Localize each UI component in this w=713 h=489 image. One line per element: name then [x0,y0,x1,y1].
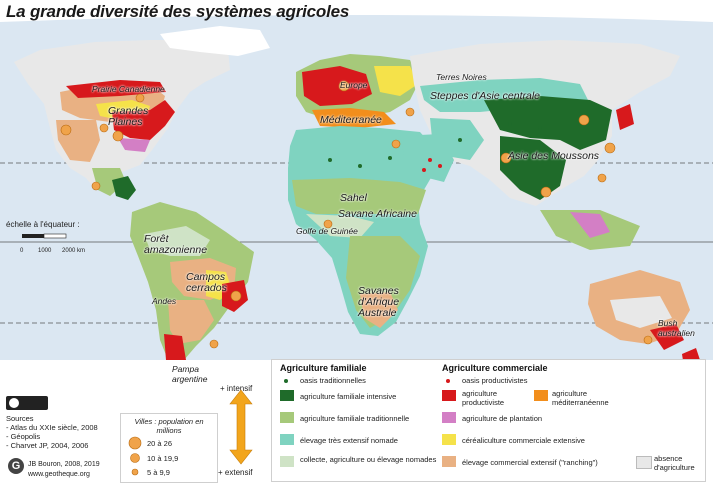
legend-intensive: agriculture familiale intensive [300,392,397,401]
collecte-swatch [280,456,294,467]
label-bush-australien: Bush australien [658,318,695,338]
source-2: - Géopolis [6,432,41,441]
intensity-top: + intensif [220,384,253,393]
cc-license-badge [6,396,48,410]
ranching-swatch [442,456,456,467]
oasis-productive-dots [422,158,442,172]
legend-cerealiculture: céréaliculture commerciale extensive [462,436,585,445]
cities-legend: Villes : population en millions 20 à 26 … [120,413,218,483]
label-terres-noires: Terres Noires [436,72,487,82]
legend-familiale-title: Agriculture familiale [280,363,367,373]
traditional-swatch [280,412,294,423]
label-savane-africaine: Savane Africaine [338,208,417,220]
mediterranean-swatch [534,390,548,401]
credit-site: www.geotheque.org [28,471,90,478]
label-campos-cerrados: Campos cerrados [186,271,227,294]
city-class-1: 10 à 19,9 [147,454,179,463]
arrow-graphic [229,389,253,465]
map-title: La grande diversité des systèmes agricol… [6,2,350,21]
legend-absence: absence d'agriculture [654,454,695,472]
legend-nomade: élevage très extensif nomade [300,436,398,445]
label-savanes-australe: Savanes d'Afrique Australe [358,285,400,319]
label-prairie-canadienne: Prairie Canadienne [92,84,165,94]
plantation-swatch [442,412,456,423]
geotheque-logo: G [8,458,24,474]
label-sahel: Sahel [340,192,367,204]
cities-title: Villes : population en millions [134,417,204,435]
cities-symbols [128,436,142,476]
oasis-traditional-dots [328,122,542,168]
africa [288,126,436,336]
intensity-arrow: + intensif + extensif [214,376,268,480]
label-asie-moussons: Asie des Moussons [508,150,600,162]
asia [400,40,680,250]
absence-swatch [636,456,652,469]
credit-author: JB Bouron, 2008, 2019 [28,461,100,468]
scale-graphic [22,233,67,239]
label-grandes-plaines: Grandes Plaines [108,105,149,128]
source-1: - Atlas du XXIe siècle, 2008 [6,423,98,432]
label-europe: Europe [340,80,368,90]
productiviste-swatch [442,390,456,401]
label-mediterranee: Méditerranée [320,114,382,126]
legend-oasis-prod: oasis productivistes [462,376,528,385]
legend-collecte: collecte, agriculture ou élevage nomades [300,455,437,464]
legend-ranching: élevage commercial extensif ("ranching") [462,458,598,467]
legend-traditionnelle: agriculture familiale traditionnelle [300,414,410,423]
australia [588,270,702,380]
label-steppes: Steppes d'Asie centrale [430,90,540,102]
north-america [14,26,270,200]
intensive-swatch [280,390,294,401]
scale-tick-0: 0 [20,248,24,254]
europe [296,54,420,128]
sources-heading: Sources [6,414,34,423]
sources: Sources - Atlas du XXIe siècle, 2008 - G… [6,414,98,450]
city-class-0: 20 à 26 [147,439,173,448]
scale-tick-1: 1000 [38,248,52,254]
oasis-trad-swatch [284,379,288,383]
intensity-bottom: + extensif [218,468,253,477]
source-3: - Charvet JP, 2004, 2006 [6,441,89,450]
city-class-2: 5 à 9,9 [147,468,170,477]
city-markers [60,80,653,349]
legend-commerciale-title: Agriculture commerciale [442,363,548,373]
legend-mediterraneenne: agriculture méditerranéenne [552,389,609,407]
cereal-swatch [442,434,456,445]
label-andes: Andes [152,296,177,306]
legend-productiviste: agriculture productiviste [462,389,505,407]
scale-tick-2: 2000 km [62,248,86,254]
nomadic-swatch [280,434,294,445]
label-pampa-argentine: Pampa argentine [172,364,208,384]
legend: Agriculture familiale Agriculture commer… [271,359,706,482]
label-foret-amazonienne: Forêt amazonienne [144,233,208,256]
scale-bar: échelle à l'équateur : 0 1000 2000 km [6,220,86,256]
oasis-prod-swatch [446,379,450,383]
scale-label: échelle à l'équateur : [6,220,80,229]
label-golfe-guinee: Golfe de Guinée [296,226,358,236]
south-america [130,202,254,360]
legend-plantation: agriculture de plantation [462,414,543,423]
legend-oasis-trad: oasis traditionnelles [300,376,366,385]
